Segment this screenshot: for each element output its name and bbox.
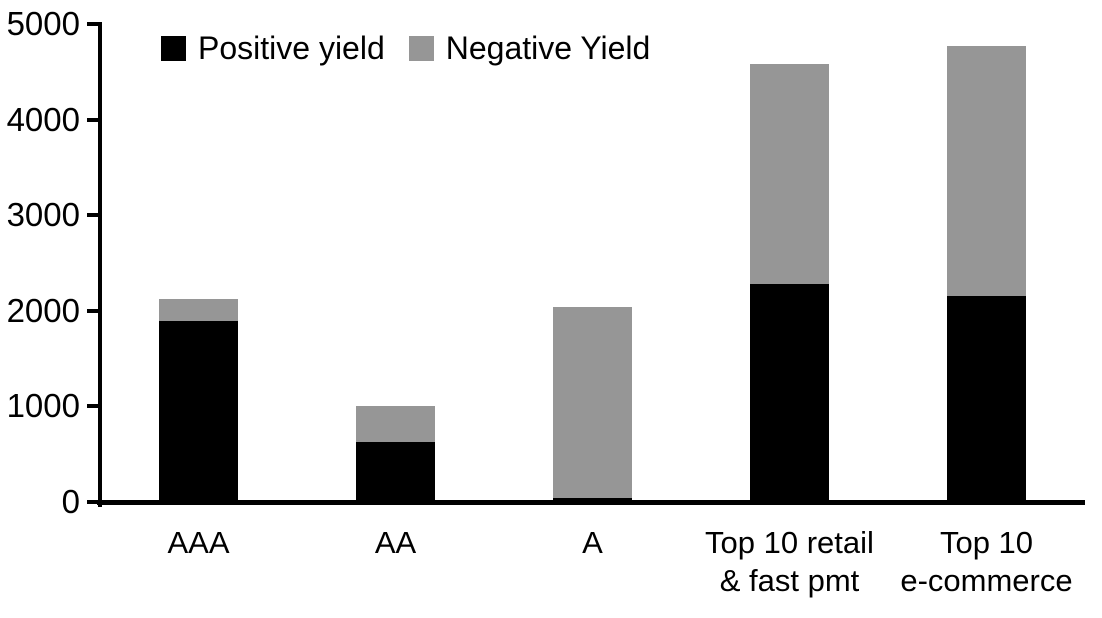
y-axis-tick (87, 404, 102, 408)
legend-label-negative-yield: Negative Yield (445, 30, 651, 66)
y-axis-tick-label: 3000 (6, 196, 80, 233)
bar-top-10-retail-fast-pmt-negative-segment (750, 64, 829, 284)
x-axis-label-a: A (582, 525, 603, 560)
legend-label-positive-yield: Positive yield (198, 30, 385, 66)
chart-legend: Positive yield Negative Yield (161, 32, 650, 64)
y-axis-tick (87, 117, 102, 122)
legend-item-negative-yield: Negative Yield (408, 30, 651, 66)
y-axis-line (98, 22, 102, 507)
x-axis-label-aaa: AAA (167, 525, 230, 560)
bar-aa-positive-segment (356, 442, 435, 502)
x-axis-label-top-10-retail-fast-pmt: Top 10 retail & fast pmt (705, 525, 874, 598)
legend-swatch-negative-icon (408, 35, 434, 61)
legend-swatch-positive-icon (161, 35, 186, 61)
y-axis-tick-label: 1000 (6, 387, 80, 424)
bar-top-10-e-commerce-positive-segment (947, 296, 1026, 502)
y-axis-tick-label: 2000 (6, 291, 80, 329)
y-axis-tick (87, 308, 102, 313)
y-axis-tick (87, 213, 102, 217)
legend-item-positive-yield: Positive yield (161, 32, 385, 64)
bar-aaa-negative-segment (159, 299, 238, 321)
bar-aa-negative-segment (356, 406, 435, 443)
x-axis-label-top-10-e-commerce: Top 10 e-commerce (900, 525, 1073, 598)
bar-top-10-retail-fast-pmt-positive-segment (750, 283, 829, 502)
y-axis-tick (87, 499, 102, 504)
bar-top-10-e-commerce-negative-segment (947, 45, 1026, 297)
bar-a-negative-segment (553, 306, 632, 498)
y-axis-tick-label: 4000 (6, 100, 80, 138)
y-axis-tick-label: 0 (61, 482, 80, 520)
y-axis-tick (87, 22, 102, 26)
bar-aaa-positive-segment (159, 321, 238, 502)
y-axis-tick-label: 5000 (6, 5, 80, 42)
x-axis-line (97, 499, 1085, 505)
x-axis-label-aa: AA (374, 525, 417, 560)
